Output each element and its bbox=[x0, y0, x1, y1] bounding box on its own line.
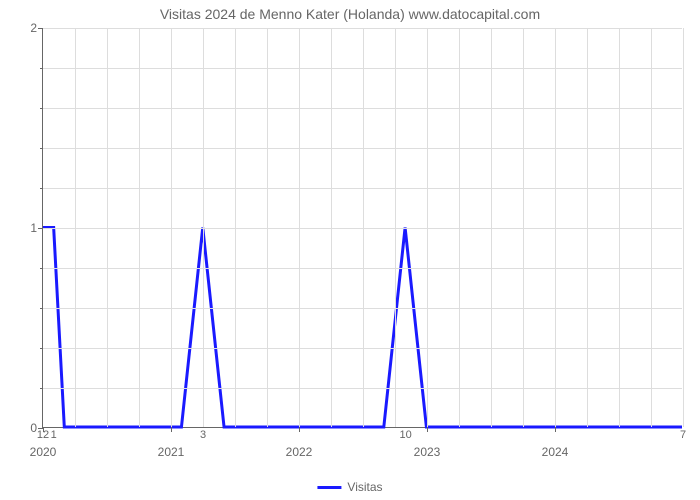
gridline-v bbox=[619, 28, 620, 427]
gridline-v bbox=[75, 28, 76, 427]
gridline-v bbox=[363, 28, 364, 427]
gridline-v bbox=[331, 28, 332, 427]
gridline-v bbox=[299, 28, 300, 427]
plot-area: 012202020212022202320241213107 bbox=[42, 28, 682, 428]
gridline-v bbox=[555, 28, 556, 427]
gridline-v bbox=[459, 28, 460, 427]
x-tick-label-year: 2024 bbox=[542, 427, 569, 459]
y-minor-tick-mark bbox=[40, 108, 43, 109]
y-minor-tick-mark bbox=[40, 348, 43, 349]
y-minor-tick-mark bbox=[40, 148, 43, 149]
gridline-v bbox=[523, 28, 524, 427]
y-tick-label: 1 bbox=[30, 221, 43, 235]
y-tick-label: 2 bbox=[30, 21, 43, 35]
gridline-v bbox=[203, 28, 204, 427]
gridline-v bbox=[427, 28, 428, 427]
gridline-v bbox=[395, 28, 396, 427]
y-minor-tick-mark bbox=[40, 188, 43, 189]
gridline-v bbox=[171, 28, 172, 427]
gridline-v bbox=[235, 28, 236, 427]
y-minor-tick-mark bbox=[40, 68, 43, 69]
gridline-v bbox=[491, 28, 492, 427]
x-value-label: 10 bbox=[400, 427, 412, 441]
gridline-v bbox=[683, 28, 684, 427]
gridline-v bbox=[107, 28, 108, 427]
gridline-v bbox=[139, 28, 140, 427]
x-tick-label-year: 2022 bbox=[286, 427, 313, 459]
x-value-label: 12 bbox=[37, 427, 49, 441]
x-value-label: 7 bbox=[680, 427, 686, 441]
x-tick-label-year: 2023 bbox=[414, 427, 441, 459]
gridline-v bbox=[267, 28, 268, 427]
y-minor-tick-mark bbox=[40, 268, 43, 269]
gridline-v bbox=[587, 28, 588, 427]
gridline-v bbox=[651, 28, 652, 427]
legend-swatch bbox=[317, 486, 341, 489]
chart-container: Visitas 2024 de Menno Kater (Holanda) ww… bbox=[0, 0, 700, 500]
legend: Visitas bbox=[317, 480, 382, 494]
y-minor-tick-mark bbox=[40, 308, 43, 309]
x-value-label: 3 bbox=[200, 427, 206, 441]
legend-label: Visitas bbox=[347, 480, 382, 494]
chart-title: Visitas 2024 de Menno Kater (Holanda) ww… bbox=[0, 0, 700, 22]
x-tick-label-year: 2021 bbox=[158, 427, 185, 459]
y-minor-tick-mark bbox=[40, 388, 43, 389]
x-value-label: 1 bbox=[51, 427, 57, 441]
